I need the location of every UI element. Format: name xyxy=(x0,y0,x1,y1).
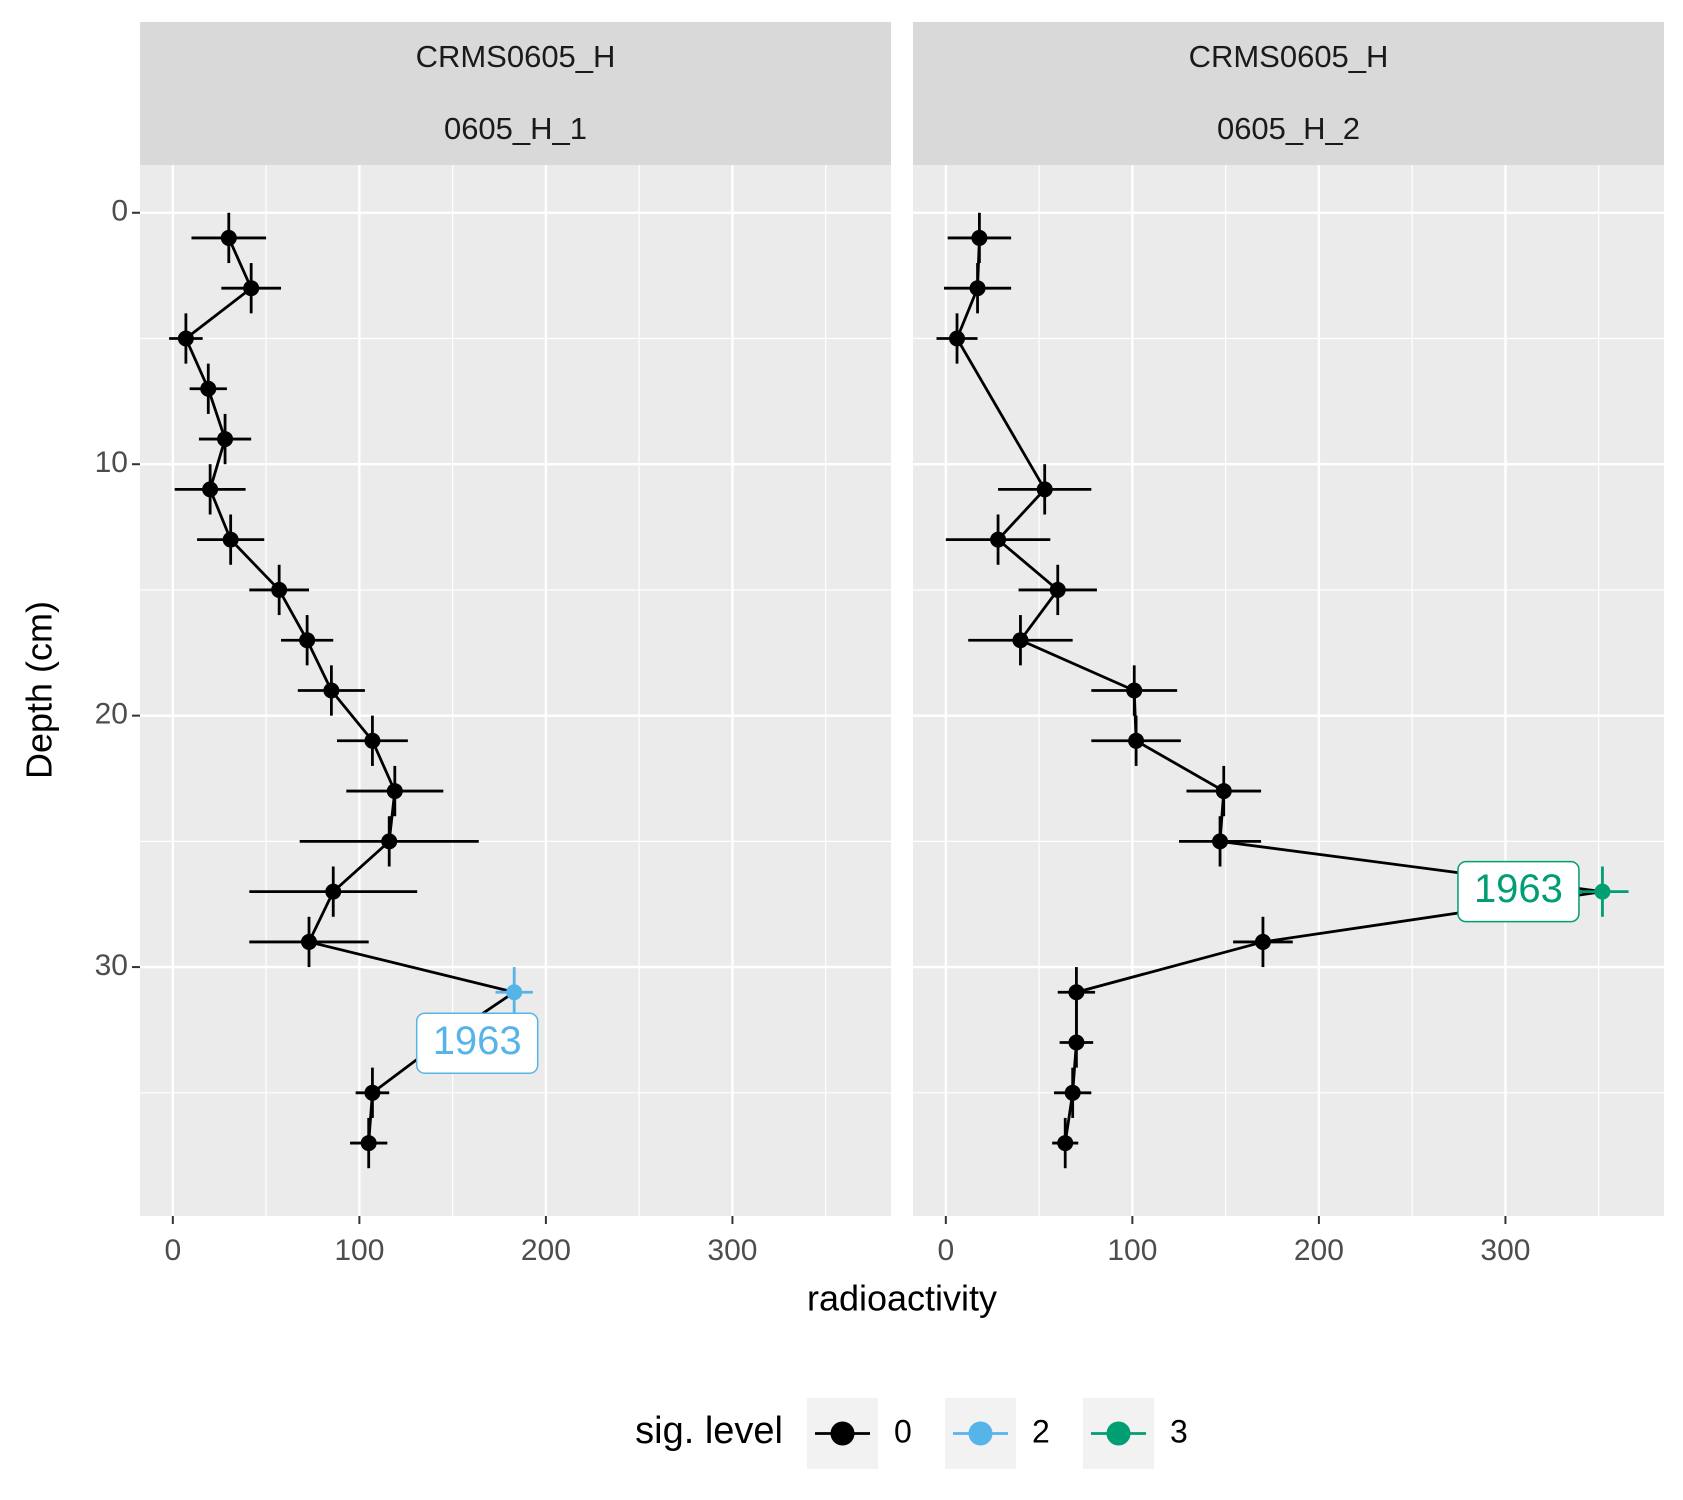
point xyxy=(949,330,966,347)
point xyxy=(325,883,342,900)
point xyxy=(969,280,986,297)
point xyxy=(1068,984,1085,1001)
point xyxy=(506,984,523,1001)
point xyxy=(1064,1084,1081,1101)
strip-background xyxy=(913,22,1664,165)
point xyxy=(360,1135,377,1152)
point xyxy=(299,632,316,649)
strip-title: 0605_H_1 xyxy=(444,111,587,146)
legend-key-point xyxy=(830,1421,855,1446)
strip-title: CRMS0605_H xyxy=(1189,39,1389,74)
point xyxy=(177,330,194,347)
x-tick-label: 0 xyxy=(937,1234,954,1267)
panel-background xyxy=(913,165,1664,1216)
label-text: 1963 xyxy=(1474,867,1563,911)
point xyxy=(1068,1034,1085,1051)
point xyxy=(990,531,1007,548)
point xyxy=(381,833,398,850)
legend-title: sig. level xyxy=(635,1410,783,1452)
x-tick-label: 200 xyxy=(521,1234,571,1267)
point xyxy=(1254,933,1271,950)
point xyxy=(1594,883,1611,900)
point xyxy=(301,933,318,950)
y-tick-label: 20 xyxy=(95,698,128,731)
y-tick-label: 30 xyxy=(95,949,128,982)
point xyxy=(364,732,381,749)
point xyxy=(1212,833,1229,850)
point-label: 1963 xyxy=(1457,860,1580,923)
point xyxy=(222,531,239,548)
point xyxy=(971,229,988,246)
point xyxy=(243,280,260,297)
point xyxy=(1057,1135,1074,1152)
x-axis-title: radioactivity xyxy=(807,1278,997,1319)
y-tick-label: 10 xyxy=(95,446,128,479)
point xyxy=(200,380,217,397)
y-tick-label: 0 xyxy=(111,195,128,228)
strip-background xyxy=(140,22,891,165)
legend-label: 2 xyxy=(1032,1413,1050,1449)
point xyxy=(323,682,340,699)
x-tick-label: 300 xyxy=(1480,1234,1530,1267)
point xyxy=(217,431,234,448)
point xyxy=(1012,632,1029,649)
x-tick-label: 100 xyxy=(334,1234,384,1267)
point xyxy=(271,581,288,598)
point xyxy=(1126,682,1143,699)
label-box xyxy=(1457,860,1580,923)
x-tick-label: 200 xyxy=(1294,1234,1344,1267)
label-box xyxy=(415,1012,539,1074)
point xyxy=(1049,581,1066,598)
point xyxy=(364,1084,381,1101)
strip-title: 0605_H_2 xyxy=(1217,111,1360,146)
point xyxy=(1215,783,1232,800)
point xyxy=(1036,481,1053,498)
label-text: 1963 xyxy=(433,1019,522,1063)
legend-key-point xyxy=(1106,1421,1131,1446)
x-tick-label: 100 xyxy=(1107,1234,1157,1267)
legend-label: 0 xyxy=(894,1413,912,1449)
point xyxy=(386,783,403,800)
x-tick-label: 300 xyxy=(707,1234,757,1267)
legend-key-point xyxy=(968,1421,993,1446)
point xyxy=(1128,732,1145,749)
y-axis-title: Depth (cm) xyxy=(19,601,60,779)
point xyxy=(202,481,219,498)
legend-label: 3 xyxy=(1170,1413,1188,1449)
point-label: 1963 xyxy=(415,1012,539,1074)
point xyxy=(220,229,237,246)
strip-title: CRMS0605_H xyxy=(416,39,616,74)
x-tick-label: 0 xyxy=(164,1234,181,1267)
